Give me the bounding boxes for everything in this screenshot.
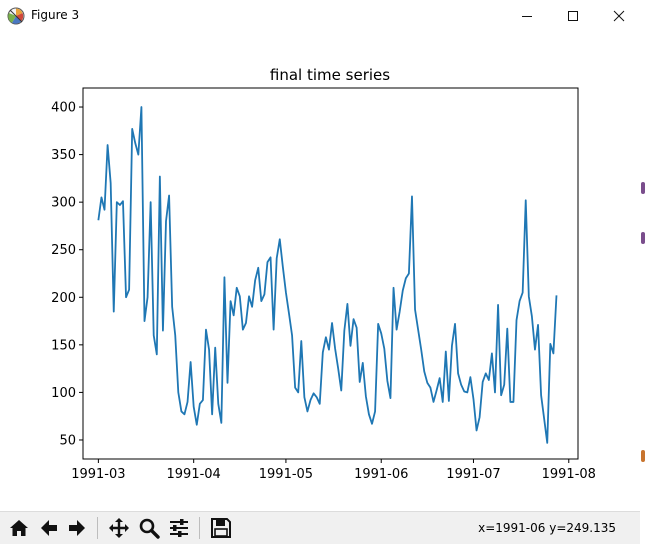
maximize-icon — [568, 10, 578, 21]
x-tick-label: 1991-06 — [354, 467, 408, 482]
zoom-icon — [139, 518, 160, 539]
edge-mark — [641, 232, 645, 244]
x-axis: 1991-03 1991-04 1991-05 1991-06 1991-07 1991-… — [71, 459, 596, 482]
y-tick-label: 150 — [51, 338, 76, 353]
matplotlib-logo-icon — [7, 7, 25, 25]
toolbar-separator — [97, 517, 98, 539]
series-layer — [97, 106, 558, 444]
home-icon — [10, 520, 28, 536]
line-chart[interactable]: final time series 50 100 150 200 250 300 350 40… — [0, 31, 640, 511]
y-tick-label: 250 — [51, 243, 76, 258]
navigation-toolbar: x=1991-06 y=249.135 — [0, 511, 640, 544]
series-line — [97, 106, 558, 444]
toolbar-separator — [199, 517, 200, 539]
y-tick-label: 350 — [51, 148, 76, 163]
y-axis: 50 100 150 200 250 300 350 400 — [51, 101, 83, 448]
y-tick-label: 50 — [59, 433, 76, 448]
cursor-coordinates: x=1991-06 y=249.135 — [478, 521, 616, 535]
save-icon — [211, 518, 231, 538]
configure-subplots-button[interactable] — [166, 515, 192, 541]
zoom-button[interactable] — [136, 515, 162, 541]
sliders-icon — [170, 519, 188, 537]
title-bar[interactable]: Figure 3 — [0, 0, 640, 31]
window-title: Figure 3 — [31, 8, 80, 22]
move-icon — [109, 518, 129, 538]
x-tick-label: 1991-03 — [71, 467, 125, 482]
x-tick-label: 1991-04 — [167, 467, 221, 482]
y-tick-label: 100 — [51, 386, 76, 401]
minimize-icon — [522, 15, 532, 17]
y-tick-label: 400 — [51, 101, 76, 116]
edge-mark — [641, 450, 645, 462]
y-tick-label: 300 — [51, 196, 76, 211]
y-tick-label: 200 — [51, 291, 76, 306]
background-window-edge — [641, 0, 645, 544]
x-tick-label: 1991-08 — [542, 467, 596, 482]
arrow-left-icon — [41, 520, 57, 536]
minimize-button[interactable] — [504, 0, 550, 31]
edge-mark — [641, 182, 645, 194]
back-button[interactable] — [36, 515, 62, 541]
chart-title: final time series — [270, 66, 390, 84]
plot-area — [82, 87, 579, 460]
x-tick-label: 1991-05 — [259, 467, 313, 482]
pan-button[interactable] — [106, 515, 132, 541]
close-icon — [613, 10, 625, 21]
x-tick-label: 1991-07 — [446, 467, 500, 482]
close-button[interactable] — [596, 0, 642, 31]
save-button[interactable] — [208, 515, 234, 541]
forward-button[interactable] — [64, 515, 90, 541]
home-button[interactable] — [6, 515, 32, 541]
arrow-right-icon — [69, 520, 85, 536]
figure-canvas[interactable]: final time series 50 100 150 200 250 300 350 40… — [0, 31, 640, 511]
maximize-button[interactable] — [550, 0, 596, 31]
